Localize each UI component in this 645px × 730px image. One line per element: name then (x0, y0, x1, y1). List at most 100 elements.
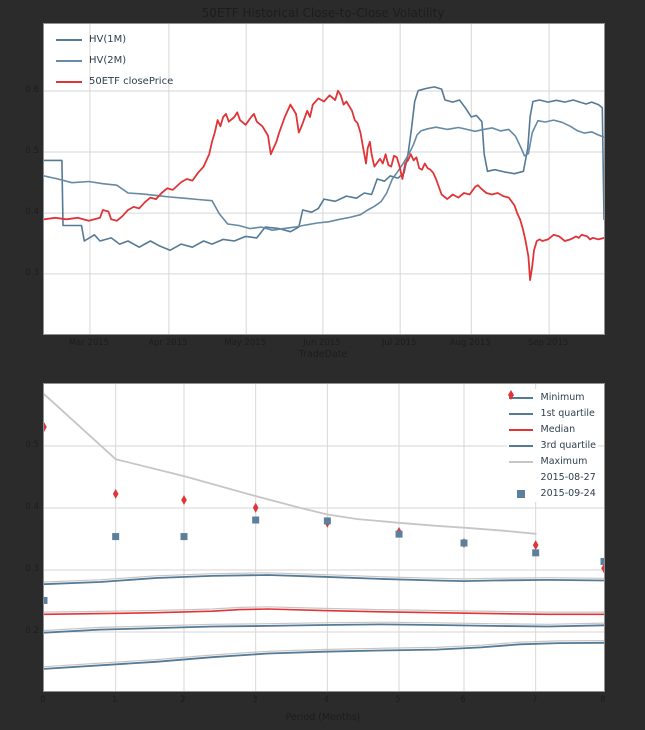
legend-label: 2015-08-27 (540, 471, 596, 483)
marker-square-2015-09-24 (323, 517, 331, 525)
bottom-chart-legend: Minimum 1st quartile Median 3rd quartile Max… (506, 389, 598, 502)
series-ghost-1st quartile (44, 621, 604, 632)
bottom-chart-xlabel: Period (Months) (285, 712, 361, 723)
legend-item-maximum: Maximum (508, 454, 596, 469)
legend-item-median: Median (508, 422, 596, 437)
series-Median (44, 608, 604, 616)
legend-line-swatch (508, 412, 533, 415)
x-tick-label: 6 (460, 695, 466, 705)
legend-label: Median (540, 423, 576, 435)
top-chart-plot-area: HV(1M) HV(2M) 50ETF closePrice (43, 23, 605, 335)
marker-square-2015-09-24 (112, 533, 120, 541)
square-marker-icon (516, 489, 525, 498)
legend-item-2015-09-24: 2015-09-24 (509, 486, 596, 501)
line-swatch-icon (56, 80, 82, 83)
x-tick-label: Jul 2015 (381, 338, 417, 348)
series-ghost-3rd quartile (44, 572, 604, 583)
y-tick-label: 0.3 (25, 267, 39, 278)
bottom-chart-plot-area: Minimum 1st quartile Median 3rd quartile Max… (43, 383, 605, 692)
marker-square-2015-09-24 (44, 596, 48, 604)
diamond-marker-icon (507, 390, 514, 400)
y-tick-label: 0.6 (25, 84, 39, 95)
legend-label: 50ETF closePrice (89, 75, 174, 87)
x-tick-label: Apr 2015 (148, 338, 188, 348)
top-chart-legend: HV(1M) HV(2M) 50ETF closePrice (56, 31, 173, 90)
top-chart-title: 50ETF Historical Close-to-Close Volatili… (201, 6, 445, 20)
legend-line-swatch (508, 444, 533, 447)
legend-line-swatch (56, 38, 82, 41)
top-chart-xlabel: TradeDate (298, 349, 348, 360)
series-Maximum (44, 393, 537, 535)
legend-label: HV(1M) (89, 33, 127, 45)
marker-diamond-2015-08-27 (112, 488, 119, 499)
legend-item-50etf-closeprice: 50ETF closePrice (56, 73, 173, 90)
series-3rd quartile (44, 574, 604, 586)
marker-square-2015-09-24 (395, 530, 403, 538)
line-swatch-icon (508, 428, 533, 431)
legend-item-minimum: Minimum (508, 390, 596, 405)
legend-item-3rd-quartile: 3rd quartile (508, 438, 596, 453)
marker-diamond-2015-08-27 (532, 540, 539, 551)
marker-diamond-2015-08-27 (181, 495, 187, 506)
y-tick-label: 0.4 (25, 207, 39, 218)
bottom-chart-canvas (44, 384, 604, 691)
legend-label: HV(2M) (89, 54, 127, 66)
legend-item-1st-quartile: 1st quartile (508, 406, 596, 421)
legend-label: 3rd quartile (540, 439, 596, 451)
x-tick-label: 3 (251, 695, 258, 705)
legend-line-swatch (508, 396, 533, 399)
line-swatch-icon (508, 412, 533, 415)
line-swatch-icon (508, 396, 533, 399)
series-ghost-Minimum (44, 640, 604, 668)
series-ghost-Median (44, 606, 604, 613)
x-tick-label: Jun 2015 (303, 338, 341, 348)
x-tick-label: 1 (111, 695, 118, 705)
legend-line-swatch (508, 428, 533, 431)
y-tick-label: 0.4 (25, 502, 39, 513)
series-Minimum (44, 641, 604, 670)
y-tick-label: 0.2 (25, 626, 39, 637)
x-tick-label: 2 (180, 695, 186, 705)
y-tick-label: 0.5 (25, 146, 39, 157)
line-swatch-icon (56, 38, 82, 41)
legend-label: 1st quartile (540, 407, 595, 419)
legend-item-hv-1m-: HV(1M) (56, 31, 173, 48)
y-tick-label: 0.3 (25, 564, 39, 575)
line-swatch-icon (508, 460, 533, 463)
y-tick-label: 0.5 (25, 440, 39, 450)
series-50ETF closePrice (44, 89, 604, 282)
marker-diamond-2015-08-27 (252, 502, 259, 513)
line-swatch-icon (508, 444, 533, 447)
marker-square-2015-09-24 (180, 533, 188, 541)
legend-item-hv-2m-: HV(2M) (56, 52, 173, 69)
line-swatch-icon (56, 59, 82, 62)
x-tick-label: 8 (600, 695, 606, 705)
series-HV(1M) (44, 86, 604, 252)
x-tick-label: May 2015 (224, 338, 267, 348)
legend-line-swatch (56, 80, 82, 83)
legend-label: Maximum (540, 455, 588, 467)
x-tick-label: 4 (323, 695, 330, 705)
series-1st quartile (44, 623, 604, 634)
x-tick-label: 5 (395, 695, 401, 705)
x-tick-label: Aug 2015 (449, 338, 491, 348)
marker-diamond-2015-08-27 (601, 563, 604, 574)
marker-square-2015-09-24 (532, 549, 540, 557)
marker-square-2015-09-24 (600, 557, 604, 565)
legend-square-swatch (509, 489, 533, 498)
series-HV(2M) (44, 119, 604, 231)
marker-diamond-2015-08-27 (44, 421, 47, 432)
legend-label: 2015-09-24 (540, 487, 596, 499)
marker-square-2015-09-24 (460, 539, 468, 547)
x-tick-label: 7 (531, 695, 538, 705)
x-tick-label: 0 (40, 695, 46, 705)
legend-line-swatch (56, 59, 82, 62)
x-tick-label: Mar 2015 (68, 338, 110, 348)
legend-item-2015-08-27: 2015-08-27 (507, 390, 596, 485)
marker-square-2015-09-24 (252, 516, 260, 524)
top-chart-canvas (44, 24, 604, 334)
legend-label: Minimum (540, 391, 585, 403)
legend-line-swatch (508, 460, 533, 463)
x-tick-label: Sep 2015 (527, 338, 569, 348)
